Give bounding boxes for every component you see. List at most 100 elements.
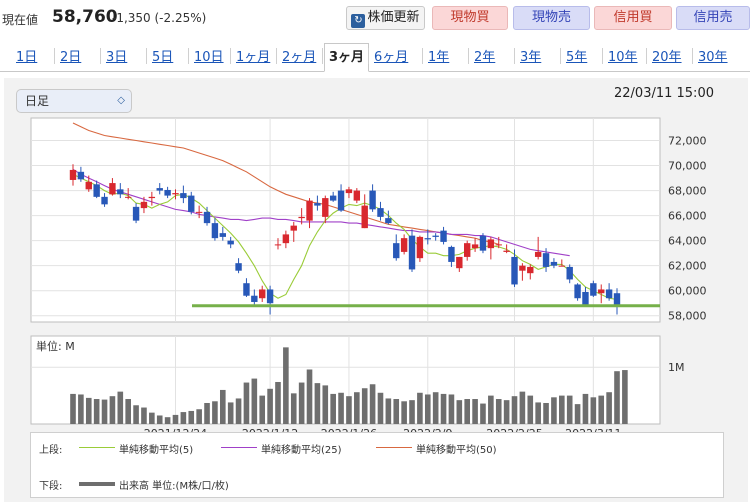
candle-body	[259, 289, 266, 299]
price-label: 現在値	[2, 13, 39, 27]
candle-body	[534, 251, 542, 257]
volume-bar	[275, 381, 281, 424]
volume-bar	[180, 412, 187, 424]
volume-bar	[101, 399, 108, 424]
sell-margin-button[interactable]: 信用売	[676, 6, 750, 30]
tab-separator	[100, 48, 101, 64]
tab-6[interactable]: 2ヶ月	[282, 50, 317, 65]
volume-bar	[566, 395, 573, 424]
tab-7[interactable]: 3ヶ月	[324, 43, 370, 72]
tab-8[interactable]: 6ヶ月	[374, 50, 409, 65]
candle-body	[148, 196, 156, 199]
volume-bar	[551, 397, 557, 424]
candle-body	[456, 256, 463, 269]
update-price-button[interactable]: ↻ 株価更新	[346, 6, 425, 30]
legend-sma25-swatch	[221, 447, 257, 448]
y-tick-label: 68,000	[668, 185, 707, 198]
candle-body	[306, 200, 313, 221]
tab-9[interactable]: 1年	[428, 50, 450, 65]
tab-4[interactable]: 10日	[194, 50, 224, 65]
candle-body	[479, 235, 487, 251]
tab-separator	[422, 48, 423, 64]
volume-bar	[251, 378, 258, 424]
candle-body	[156, 188, 163, 191]
volume-bar	[456, 400, 463, 424]
candle-body	[124, 196, 132, 198]
candle-body	[408, 235, 416, 270]
tab-separator	[322, 48, 323, 64]
legend-sma5-swatch	[79, 447, 115, 448]
buy-margin-button[interactable]: 信用買	[594, 6, 672, 30]
tab-separator	[368, 48, 369, 64]
legend-sma5: 単純移動平均(5)	[119, 445, 194, 456]
tab-15[interactable]: 30年	[698, 50, 728, 65]
candle-body	[101, 196, 108, 205]
candle-body	[227, 240, 234, 245]
volume-bar	[519, 391, 526, 424]
tab-separator	[230, 48, 231, 64]
tab-10[interactable]: 2年	[474, 50, 496, 65]
volume-bar	[495, 399, 502, 424]
volume-bar	[527, 395, 534, 424]
candle-body	[235, 263, 242, 271]
volume-bar	[133, 405, 139, 424]
candle-body	[322, 198, 329, 217]
chevron-updown-icon: ◇	[117, 95, 125, 106]
volume-bar	[314, 383, 321, 424]
volume-bar	[417, 392, 423, 424]
chart-legend: 上段: 単純移動平均(5) 単純移動平均(25) 単純移動平均(50) 下段: …	[30, 432, 724, 498]
volume-bar	[149, 412, 155, 424]
candle-body	[424, 238, 431, 240]
price-change: -1,350 (-2.25%)	[112, 11, 207, 25]
candle-body	[416, 236, 424, 259]
candle-body	[495, 244, 502, 246]
volume-bar	[322, 385, 329, 424]
update-price-label: 株価更新	[367, 10, 420, 25]
volume-bar	[543, 402, 549, 424]
tab-separator	[54, 48, 55, 64]
volume-plot-area	[30, 335, 661, 425]
volume-tick-label: 1M	[668, 361, 685, 374]
volume-bar	[598, 395, 605, 424]
candle-body	[590, 283, 597, 296]
y-tick-label: 60,000	[668, 285, 707, 298]
candle-body	[574, 284, 581, 299]
tab-13[interactable]: 10年	[608, 50, 638, 65]
candle-body	[558, 265, 566, 267]
volume-bar	[93, 399, 100, 424]
interval-select-value: 日足	[25, 94, 50, 108]
candle-body	[511, 256, 518, 285]
interval-select[interactable]: 日足 ◇	[16, 89, 132, 113]
legend-volume: 出来高 単位:(M株/口/枚)	[119, 481, 229, 492]
volume-bar	[582, 393, 589, 424]
volume-bar	[117, 391, 124, 424]
tab-3[interactable]: 5日	[152, 50, 174, 65]
volume-bar	[243, 382, 250, 424]
candle-body	[329, 195, 337, 201]
volume-bar	[503, 400, 510, 424]
sell-cash-button[interactable]: 現物売	[513, 6, 590, 30]
candle-body	[519, 265, 526, 271]
tab-0[interactable]: 1日	[16, 50, 38, 65]
tab-12[interactable]: 5年	[566, 50, 588, 65]
volume-bar	[369, 384, 376, 424]
candle-body	[464, 243, 471, 257]
volume-bar	[354, 392, 360, 424]
volume-bar	[393, 399, 400, 424]
tab-5[interactable]: 1ヶ月	[236, 50, 271, 65]
volume-bar	[432, 392, 439, 424]
tab-2[interactable]: 3日	[106, 50, 128, 65]
volume-bar	[440, 393, 447, 424]
legend-sma50: 単純移動平均(50)	[416, 445, 497, 456]
tab-14[interactable]: 20年	[652, 50, 682, 65]
buy-cash-button[interactable]: 現物買	[432, 6, 508, 30]
tab-1[interactable]: 2日	[60, 50, 82, 65]
volume-bar	[109, 396, 116, 424]
tab-separator	[188, 48, 189, 64]
current-price: 58,760	[52, 7, 118, 27]
refresh-icon: ↻	[351, 14, 366, 28]
candle-body	[393, 243, 400, 259]
volume-unit-label: 単位: M	[36, 339, 75, 353]
tab-separator	[468, 48, 469, 64]
tab-11[interactable]: 3年	[520, 50, 542, 65]
